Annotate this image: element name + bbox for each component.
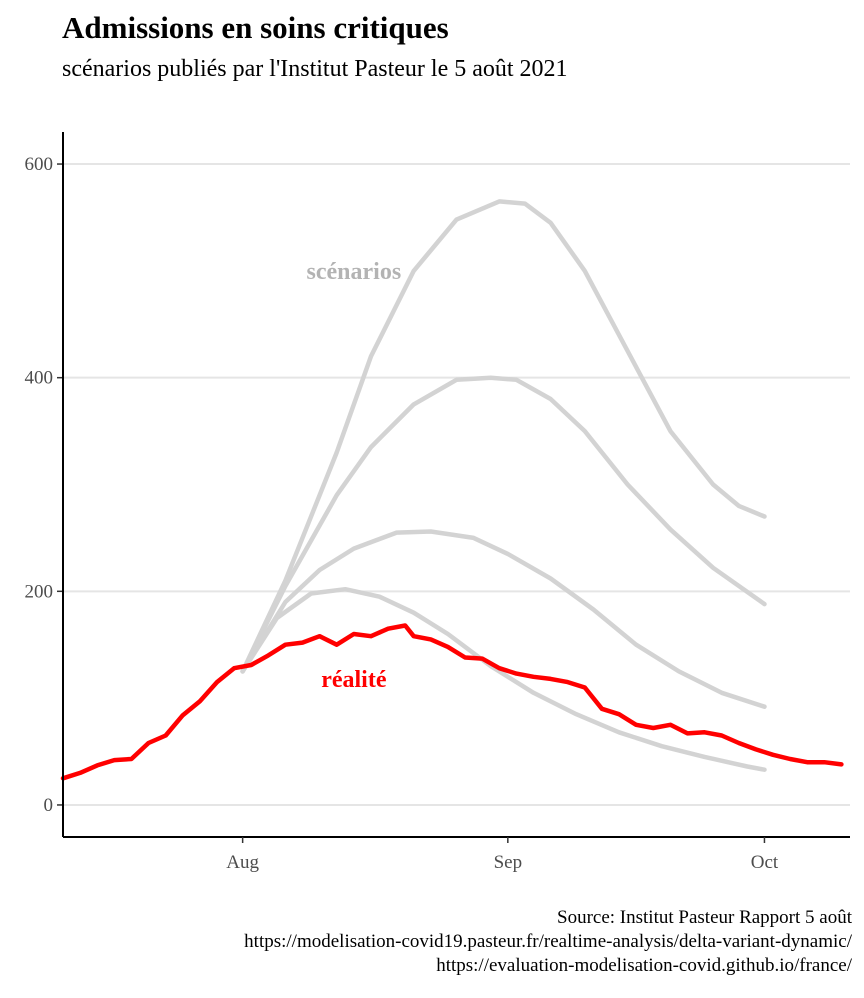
reality-line <box>60 623 844 781</box>
chart-title: Admissions en soins critiques <box>62 10 449 45</box>
caption-line-3: https://evaluation-modelisation-covid.gi… <box>436 955 852 976</box>
gridlines <box>63 163 850 806</box>
x-tick-label-sep: Sep <box>494 852 523 873</box>
x-tick-label-aug: Aug <box>226 852 259 873</box>
line-chart: 0 200 400 600 Aug Sep Oct scénarios réalité <box>25 132 850 873</box>
y-tick-label-600: 600 <box>25 154 54 175</box>
scenarios-annotation: scénarios <box>307 259 402 285</box>
scenario-line-1 <box>240 199 767 674</box>
scenario-line-4 <box>240 586 767 772</box>
series-lines <box>60 199 844 781</box>
scenario-line-3 <box>240 529 767 709</box>
y-tick-label-0: 0 <box>44 795 54 816</box>
x-tick-label-oct: Oct <box>751 852 779 873</box>
source-caption: Source: Institut Pasteur Rapport 5 août … <box>244 906 852 978</box>
scenario-line-2 <box>240 375 767 674</box>
caption-line-2: https://modelisation-covid19.pasteur.fr/… <box>244 931 852 952</box>
reality-annotation: réalité <box>321 667 387 693</box>
chart-subtitle: scénarios publiés par l'Institut Pasteur… <box>62 56 568 82</box>
caption-line-1: Source: Institut Pasteur Rapport 5 août <box>557 907 852 928</box>
y-tick-label-400: 400 <box>25 368 54 389</box>
annotations: scénarios réalité <box>307 259 402 693</box>
y-tick-label-200: 200 <box>25 581 54 602</box>
axes: 0 200 400 600 Aug Sep Oct <box>25 132 850 873</box>
